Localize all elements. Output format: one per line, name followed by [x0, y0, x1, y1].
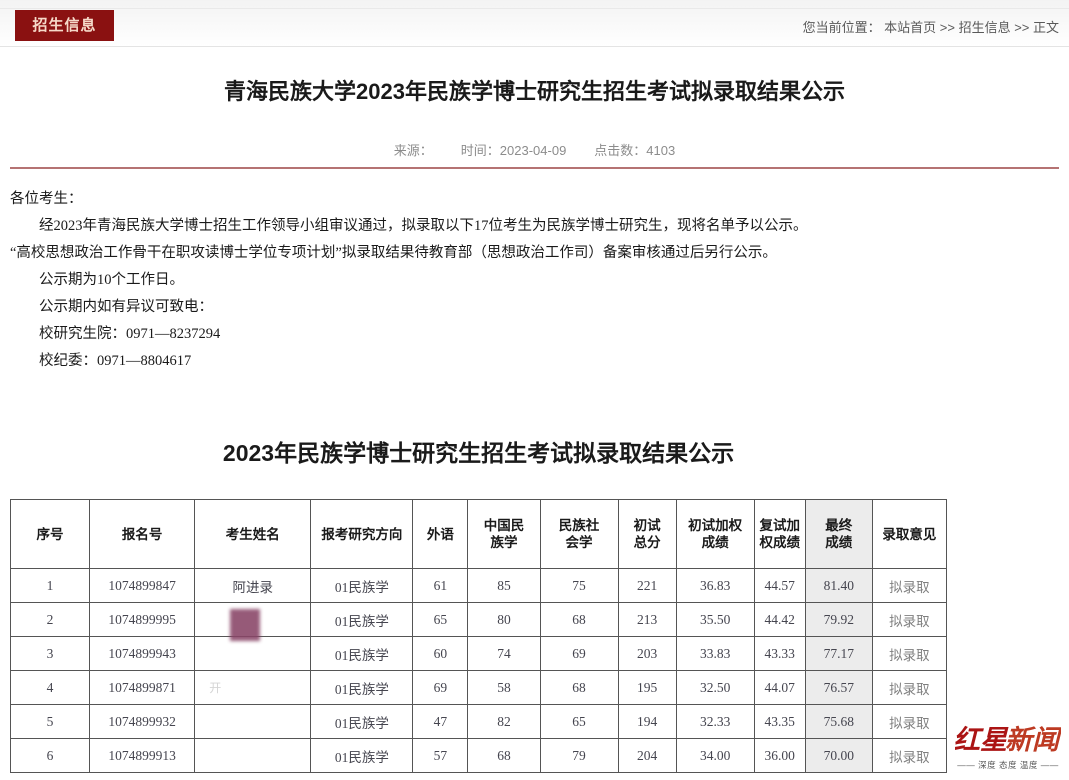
svg-text:新闻: 新闻 [1005, 725, 1061, 755]
svg-text:红星: 红星 [955, 725, 1009, 755]
